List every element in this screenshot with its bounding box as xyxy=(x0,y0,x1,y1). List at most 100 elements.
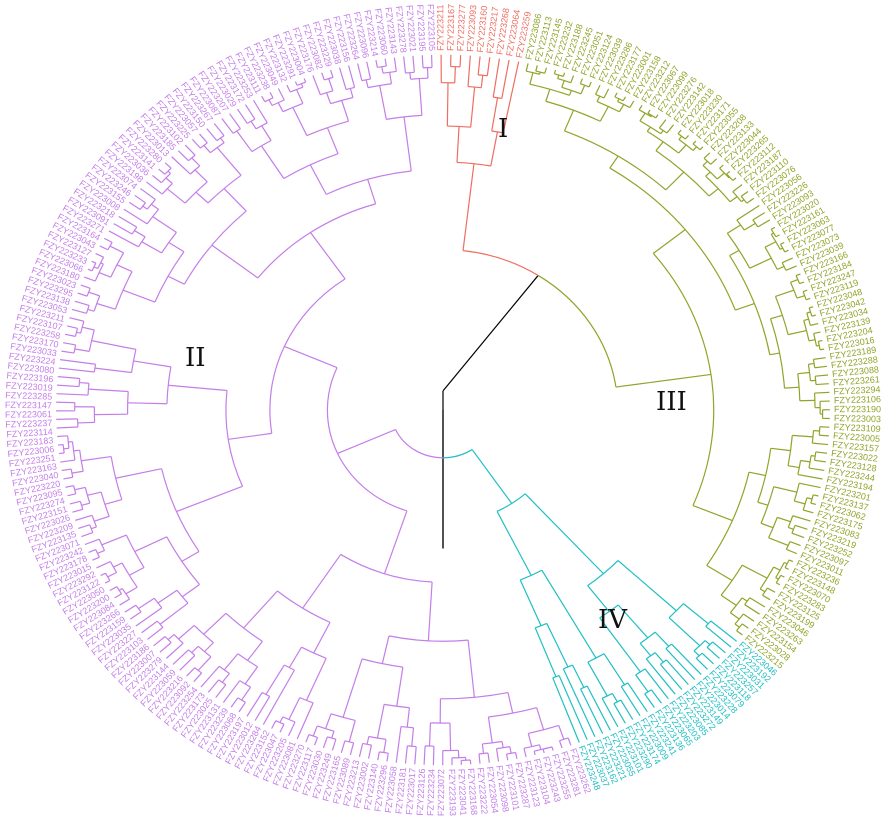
leaf-branch xyxy=(87,268,93,272)
internal-branch xyxy=(743,222,756,231)
internal-branch xyxy=(165,177,173,184)
internal-branch xyxy=(648,373,712,384)
leaf-branch xyxy=(104,580,111,584)
internal-branch xyxy=(779,247,783,250)
internal-branch xyxy=(88,388,129,393)
leaf-branch xyxy=(164,162,172,169)
leaf-branch xyxy=(492,58,501,98)
leaf-branch xyxy=(322,736,328,749)
leaf-branch xyxy=(732,184,743,193)
leaf-branch xyxy=(74,300,90,307)
internal-branch xyxy=(587,585,610,613)
leaf-branch xyxy=(814,459,826,463)
leaf-branch xyxy=(762,594,771,601)
leaf-label-i: FZY223160 xyxy=(475,5,489,53)
internal-branch xyxy=(792,434,813,438)
internal-branch xyxy=(168,384,228,392)
internal-branch xyxy=(125,586,138,595)
internal-branch xyxy=(97,549,105,554)
internal-branch xyxy=(104,498,122,505)
internal-arc xyxy=(139,202,146,210)
internal-branch xyxy=(481,743,485,754)
internal-branch xyxy=(788,526,794,530)
internal-branch xyxy=(81,455,112,462)
internal-branch xyxy=(204,642,214,653)
internal-branch xyxy=(87,308,95,312)
leaf-branch xyxy=(666,124,675,134)
internal-branch xyxy=(490,131,499,167)
leaf-branch xyxy=(812,442,829,446)
internal-branch xyxy=(446,82,449,127)
internal-branch xyxy=(529,72,534,85)
leaf-branch xyxy=(811,314,816,317)
leaf-branch xyxy=(423,745,426,765)
internal-arc xyxy=(100,491,110,517)
internal-branch xyxy=(241,686,252,701)
leaf-branch xyxy=(665,648,696,681)
clade-i-arc xyxy=(462,250,539,276)
leaf-branch xyxy=(586,685,611,731)
internal-arc xyxy=(121,588,131,600)
internal-arc xyxy=(110,252,125,278)
leaf-branch xyxy=(153,636,166,647)
internal-branch xyxy=(223,653,239,671)
leaf-label-ii: FZY223041 xyxy=(456,768,468,815)
internal-branch xyxy=(63,447,70,450)
leaf-label-ii: FZY223114 xyxy=(6,427,53,440)
internal-branch xyxy=(284,345,338,369)
internal-branch xyxy=(776,265,785,270)
internal-branch xyxy=(342,658,363,718)
leaf-branch xyxy=(515,752,518,759)
leaf-branch xyxy=(186,667,196,677)
internal-arc xyxy=(461,759,471,762)
internal-arc xyxy=(296,81,306,86)
leaf-branch xyxy=(658,119,667,129)
internal-arc xyxy=(726,232,751,269)
leaf-branch xyxy=(386,753,389,762)
leaf-branch xyxy=(171,156,191,175)
internal-branch xyxy=(403,116,412,172)
tree-branches xyxy=(56,54,830,766)
internal-branch xyxy=(808,339,816,342)
internal-branch xyxy=(650,115,653,117)
internal-branch xyxy=(618,104,625,113)
leaf-branch xyxy=(533,751,536,756)
internal-arc xyxy=(308,734,318,739)
leaf-branch xyxy=(784,567,790,570)
leaf-branch xyxy=(655,114,659,119)
leaf-branch xyxy=(56,418,78,421)
internal-arc xyxy=(362,742,372,746)
leaf-branch xyxy=(92,556,100,561)
internal-branch xyxy=(800,459,811,463)
internal-branch xyxy=(326,127,339,154)
internal-arc xyxy=(580,83,590,88)
clade-label-iv: IV xyxy=(598,605,628,635)
leaf-branch xyxy=(710,620,738,642)
internal-branch xyxy=(668,617,701,647)
internal-branch xyxy=(113,562,123,568)
internal-branch xyxy=(376,704,385,739)
internal-branch xyxy=(142,205,148,210)
internal-arc xyxy=(644,689,652,695)
leaf-branch xyxy=(736,630,743,636)
internal-arc xyxy=(367,83,392,89)
internal-branch xyxy=(471,449,513,504)
internal-branch xyxy=(302,554,342,609)
leaf-branch xyxy=(553,69,557,74)
leaf-branch xyxy=(542,749,545,754)
internal-arc xyxy=(299,697,314,704)
internal-branch xyxy=(328,78,334,92)
leaf-branch xyxy=(165,642,184,659)
leaf-branch xyxy=(746,197,755,204)
internal-branch xyxy=(810,455,816,457)
leaf-label-ii: FZY223278 xyxy=(394,5,409,53)
leaf-label-iii: FZY223005 xyxy=(833,431,881,444)
leaf-branch xyxy=(785,265,797,271)
internal-branch xyxy=(539,71,541,75)
leaf-branch xyxy=(305,734,310,743)
internal-branch xyxy=(381,635,390,664)
internal-branch xyxy=(803,318,809,321)
internal-branch xyxy=(806,497,813,500)
internal-arc xyxy=(73,344,77,354)
leaf-branch xyxy=(794,524,808,530)
